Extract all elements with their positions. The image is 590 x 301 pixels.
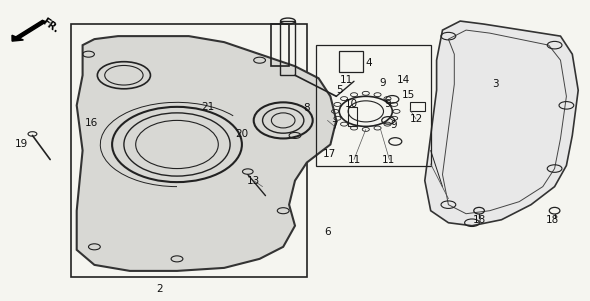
Text: 11: 11 bbox=[340, 75, 353, 85]
Text: 2: 2 bbox=[156, 284, 163, 294]
Bar bbox=[410, 102, 425, 111]
Text: 8: 8 bbox=[303, 103, 310, 113]
Text: 9: 9 bbox=[384, 99, 391, 109]
Text: 17: 17 bbox=[323, 148, 336, 159]
Bar bbox=[271, 24, 289, 66]
Text: 10: 10 bbox=[345, 99, 358, 109]
Polygon shape bbox=[425, 21, 578, 226]
Text: 18: 18 bbox=[473, 215, 486, 225]
Bar bbox=[280, 21, 295, 75]
Bar bbox=[339, 51, 363, 72]
Text: 9: 9 bbox=[390, 120, 397, 130]
Text: 6: 6 bbox=[324, 227, 331, 237]
Text: 11: 11 bbox=[348, 154, 360, 165]
Text: 14: 14 bbox=[396, 75, 409, 85]
Polygon shape bbox=[77, 36, 336, 271]
Text: 16: 16 bbox=[85, 118, 98, 129]
Text: 12: 12 bbox=[409, 114, 422, 124]
Text: 13: 13 bbox=[247, 175, 260, 186]
Text: 11: 11 bbox=[382, 154, 395, 165]
Text: 19: 19 bbox=[15, 139, 28, 150]
Text: 21: 21 bbox=[202, 102, 215, 112]
Text: 5: 5 bbox=[336, 85, 343, 95]
Text: 20: 20 bbox=[235, 129, 248, 139]
Text: 15: 15 bbox=[402, 90, 415, 100]
Text: 9: 9 bbox=[379, 78, 386, 88]
Bar bbox=[71, 24, 307, 277]
Text: 4: 4 bbox=[365, 58, 372, 68]
Bar bbox=[316, 45, 431, 166]
Text: 7: 7 bbox=[331, 121, 338, 132]
Text: FR.: FR. bbox=[40, 16, 61, 35]
Text: 3: 3 bbox=[492, 79, 499, 89]
FancyArrow shape bbox=[12, 20, 46, 41]
Bar bbox=[348, 107, 357, 126]
Text: 18: 18 bbox=[546, 215, 559, 225]
